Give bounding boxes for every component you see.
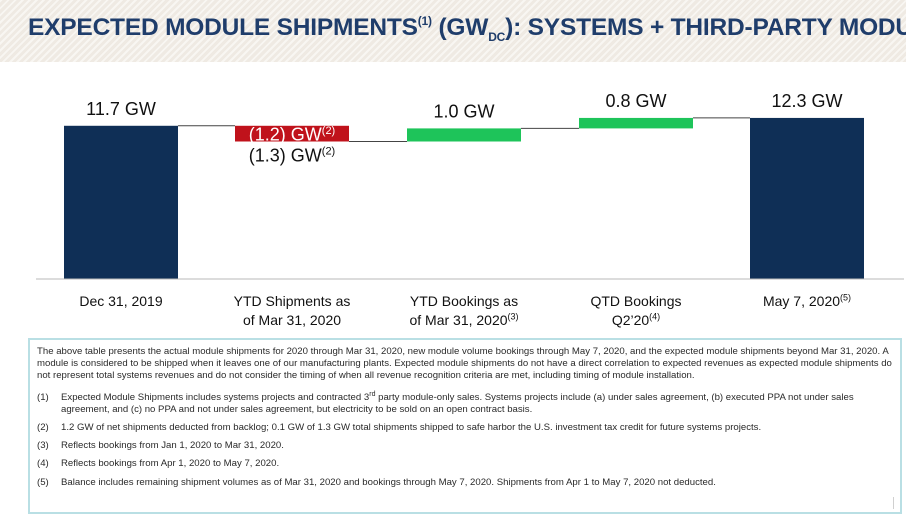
footnote-item: (2) 1.2 GW of net shipments deducted from…	[37, 422, 892, 434]
category-label: Q2’20(4)	[612, 312, 660, 328]
footnote-superscript: rd	[369, 390, 376, 398]
footnote-intro: The above table presents the actual modu…	[37, 346, 892, 382]
title-main: EXPECTED MODULE SHIPMENTS	[28, 14, 418, 41]
footnote-text-part: party module-only sales. Systems project…	[61, 391, 854, 415]
category-label: of Mar 31, 2020(3)	[409, 312, 518, 328]
bar-value-label: 11.7 GW	[86, 99, 156, 119]
edge-marker	[893, 497, 901, 509]
footnote-text-part: Expected Module Shipments includes syste…	[61, 391, 370, 403]
title-band	[0, 0, 906, 62]
category-label: Dec 31, 2019	[79, 293, 162, 309]
gross-shipments-label: (1.3) GW(2)	[249, 146, 335, 166]
footnote-number: (5)	[37, 476, 49, 488]
footnote-number: (4)	[37, 458, 49, 470]
value-labels: 11.7 GW (1.2) GW(2)(1.3) GW(2) 1.0 GW 0.8 G…	[86, 91, 842, 166]
footnote-number: (1)	[37, 391, 49, 403]
footnotes-panel: The above table presents the actual modu…	[28, 338, 902, 514]
category-label: YTD Shipments as	[234, 293, 351, 309]
bar-value-label: (1.2) GW(2)	[249, 125, 335, 145]
category-label: May 7, 2020(5)	[763, 293, 851, 309]
footnote-text: Expected Module Shipments includes syste…	[61, 390, 892, 416]
footnote-item: (4) Reflects bookings from Apr 1, 2020 to…	[37, 458, 892, 470]
increase-bar	[407, 128, 521, 142]
bar-value-label: 0.8 GW	[605, 91, 666, 111]
bar-value-label: 12.3 GW	[771, 91, 842, 111]
footnote-text-part: 1.2 GW of net shipments deducted from ba…	[61, 422, 762, 434]
footnote-number: (3)	[37, 440, 49, 452]
footnote-text: Balance includes remaining shipment volu…	[61, 477, 892, 489]
footnote-text: Reflects bookings from Jan 1, 2020 to Ma…	[61, 440, 892, 452]
category-label: QTD Bookings	[590, 293, 681, 309]
category-label: YTD Bookings as	[410, 293, 518, 309]
footnote-text: Reflects bookings from Apr 1, 2020 to Ma…	[61, 458, 892, 470]
footnote-text: 1.2 GW of net shipments deducted from ba…	[61, 422, 892, 434]
footnote-item: (5) Balance includes remaining shipment v…	[37, 477, 892, 489]
decrease-bar	[235, 125, 349, 142]
title-suffix: ): SYSTEMS + THIRD-PARTY MODULE	[505, 14, 906, 41]
footnote-list: (1) Expected Module Shipments includes sy…	[37, 390, 892, 489]
footnote-item: (1) Expected Module Shipments includes sy…	[37, 390, 892, 416]
increase-bar	[579, 117, 693, 129]
connector-lines	[178, 117, 750, 142]
footnote-text-part: Balance includes remaining shipment volu…	[61, 476, 716, 488]
total-bar	[750, 117, 864, 279]
page-title: EXPECTED MODULE SHIPMENTS(1) (GWDC): SYS…	[28, 14, 906, 44]
footnote-item: (3) Reflects bookings from Jan 1, 2020 to…	[37, 440, 892, 452]
chart-bars	[64, 117, 864, 280]
total-bar	[64, 125, 178, 280]
footnote-number: (2)	[37, 422, 49, 434]
footnote-text-part: Reflects bookings from Jan 1, 2020 to Ma…	[61, 440, 284, 452]
title-unit-subscript: DC	[488, 30, 506, 44]
title-unit-open: (GW	[431, 14, 489, 41]
title-footnote-ref: (1)	[417, 14, 432, 28]
waterfall-chart: 11.7 GW (1.2) GW(2)(1.3) GW(2) 1.0 GW 0.8 G…	[36, 91, 904, 328]
category-label: of Mar 31, 2020	[243, 312, 341, 328]
category-labels: Dec 31, 2019 YTD Shipments as of Mar 31, 2…	[79, 293, 851, 328]
bar-value-label: 1.0 GW	[433, 101, 494, 121]
footnote-text-part: Reflects bookings from Apr 1, 2020 to Ma…	[61, 458, 280, 470]
